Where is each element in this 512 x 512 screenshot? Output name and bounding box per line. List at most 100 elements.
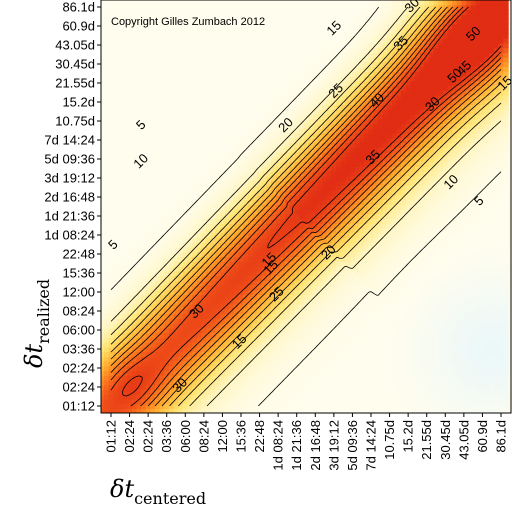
heatmap-cell: [196, 232, 203, 239]
heatmap-cell: [331, 327, 337, 334]
heatmap-cell: [456, 213, 463, 220]
heatmap-cell: [164, 370, 170, 376]
heatmap-cell: [391, 379, 398, 386]
heatmap-cell: [136, 246, 142, 253]
heatmap-cell: [266, 346, 272, 353]
heatmap-cell: [243, 365, 249, 372]
heatmap-cell: [493, 232, 500, 239]
heatmap-cell: [215, 280, 221, 286]
heatmap-cell: [201, 375, 207, 381]
heatmap-cell: [498, 213, 505, 220]
heatmap-cell: [461, 208, 467, 215]
heatmap-cell: [145, 242, 152, 248]
heatmap-cell: [150, 408, 156, 413]
heatmap-cell: [219, 270, 226, 277]
heatmap-cell: [405, 227, 412, 234]
heatmap-cell: [438, 346, 444, 353]
heatmap-cell: [312, 185, 319, 191]
heatmap-cell: [489, 303, 495, 310]
heatmap-cell: [475, 332, 481, 338]
heatmap-cell: [331, 175, 337, 182]
heatmap-cell: [145, 213, 152, 220]
heatmap-cell: [317, 299, 323, 305]
heatmap-cell: [387, 313, 393, 319]
heatmap-cell: [187, 156, 193, 163]
heatmap-cell: [447, 313, 453, 319]
heatmap-cell: [336, 322, 342, 329]
heatmap-cell: [257, 213, 263, 220]
heatmap-cell: [141, 394, 147, 400]
heatmap-cell: [424, 318, 430, 324]
heatmap-cell: [433, 156, 440, 163]
heatmap-cell: [182, 313, 189, 319]
heatmap-cell: [298, 280, 305, 286]
heatmap-cell: [456, 204, 463, 210]
heatmap-cell: [442, 289, 449, 296]
heatmap-cell: [229, 327, 235, 334]
heatmap-cell: [419, 303, 426, 310]
heatmap-cell: [340, 360, 347, 367]
heatmap-cell: [452, 242, 458, 248]
heatmap-cell: [164, 208, 170, 215]
heatmap-cell: [196, 379, 203, 386]
heatmap-cell: [424, 251, 430, 258]
heatmap-cell: [178, 294, 184, 300]
heatmap-cell: [122, 275, 128, 281]
heatmap-cell: [475, 337, 481, 343]
heatmap-cell: [326, 227, 333, 234]
heatmap-cell: [442, 313, 449, 319]
heatmap-cell: [168, 223, 175, 229]
heatmap-cell: [373, 370, 379, 376]
heatmap-cell: [117, 403, 124, 410]
heatmap-cell: [493, 289, 500, 296]
heatmap-cell: [424, 261, 430, 267]
heatmap-cell: [298, 270, 305, 277]
heatmap-cell: [456, 280, 463, 286]
heatmap-cell: [475, 308, 481, 315]
heatmap-cell: [377, 161, 384, 167]
heatmap-cell: [387, 185, 393, 191]
heatmap-cell: [391, 398, 398, 405]
heatmap-cell: [466, 398, 472, 405]
heatmap-cell: [289, 332, 296, 338]
heatmap-cell: [238, 189, 245, 196]
heatmap-cell: [238, 370, 245, 376]
heatmap-cell: [382, 275, 388, 281]
heatmap-cell: [368, 185, 375, 191]
heatmap-cell: [442, 194, 449, 201]
heatmap-cell: [377, 275, 384, 281]
heatmap-cell: [252, 265, 258, 272]
heatmap-cell: [322, 389, 328, 395]
heatmap-cell: [363, 289, 370, 296]
heatmap-cell: [229, 151, 235, 158]
heatmap-cell: [447, 156, 453, 163]
heatmap-cell: [168, 365, 175, 372]
heatmap-cell: [233, 346, 240, 353]
heatmap-cell: [196, 299, 203, 305]
heatmap-cell: [136, 189, 142, 196]
heatmap-cell: [178, 403, 184, 410]
heatmap-cell: [271, 161, 277, 167]
heatmap-cell: [340, 394, 347, 400]
heatmap-cell: [322, 189, 328, 196]
heatmap-cell: [377, 379, 384, 386]
heatmap-cell: [233, 313, 240, 319]
heatmap-cell: [359, 161, 365, 167]
heatmap-cell: [479, 332, 486, 338]
heatmap-cell: [382, 180, 388, 186]
heatmap-cell: [141, 384, 147, 391]
heatmap-cell: [489, 208, 495, 215]
heatmap-cell: [117, 151, 124, 158]
heatmap-cell: [424, 408, 430, 413]
heatmap-cell: [117, 170, 124, 177]
heatmap-cell: [405, 303, 412, 310]
heatmap-cell: [164, 313, 170, 319]
heatmap-cell: [233, 284, 240, 291]
heatmap-cell: [247, 194, 254, 201]
heatmap-cell: [312, 218, 319, 224]
heatmap-cell: [377, 194, 384, 201]
heatmap-cell: [271, 204, 277, 210]
heatmap-cell: [229, 175, 235, 182]
heatmap-cell: [192, 413, 197, 419]
heatmap-cell: [271, 237, 277, 243]
